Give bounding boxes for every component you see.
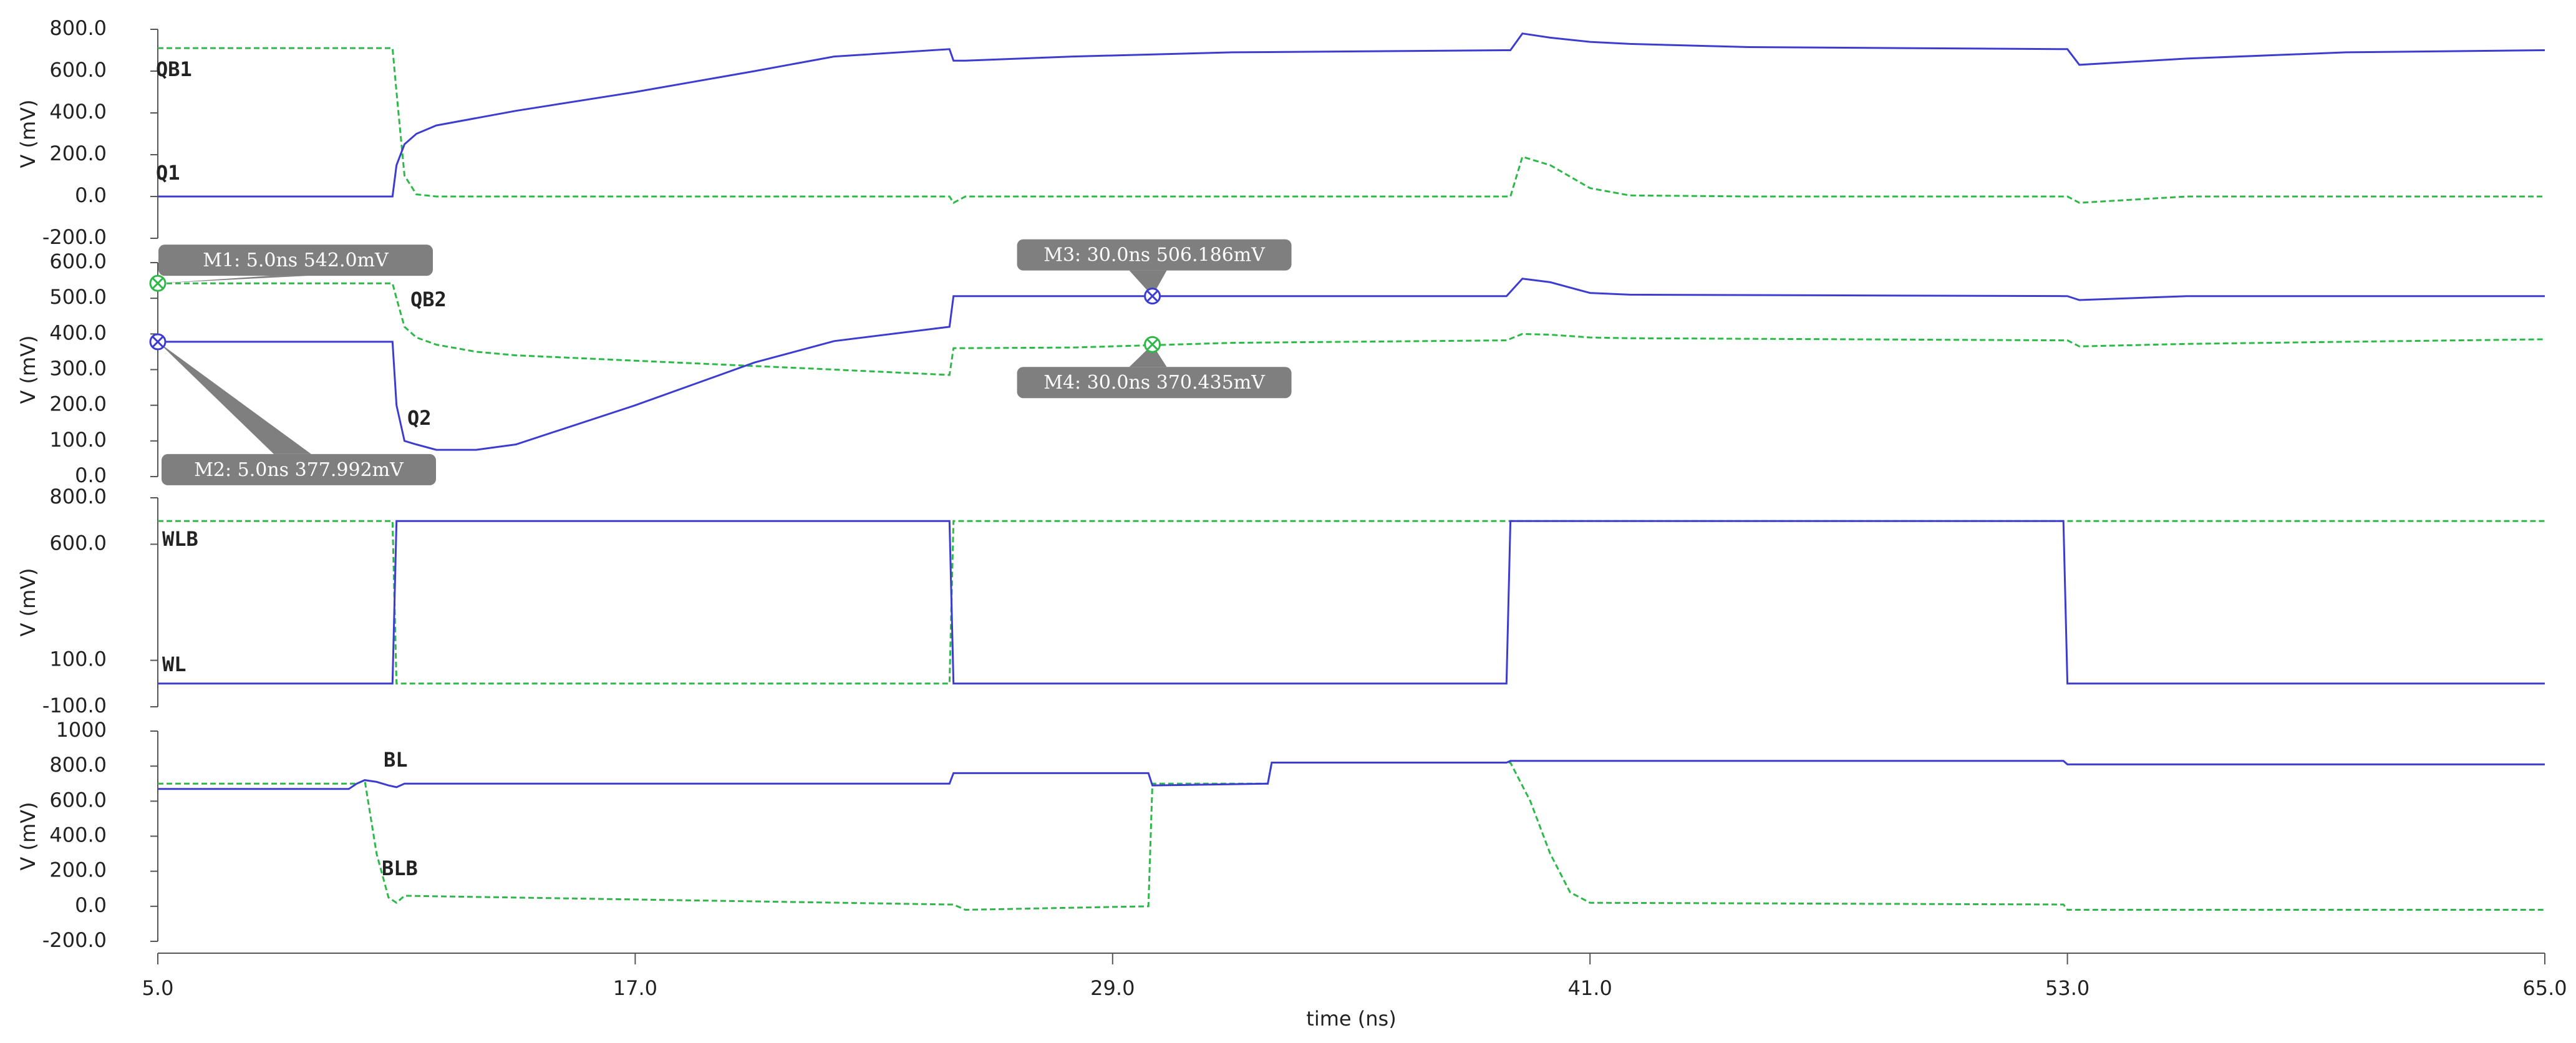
series-line <box>158 762 2545 911</box>
y-axis-label: V (mV) <box>16 335 40 404</box>
marker-cross <box>1146 290 1158 302</box>
series-label: Q2 <box>407 406 432 430</box>
series-label: WLB <box>162 527 198 551</box>
series-line <box>158 32 2545 198</box>
y-tick-label: 0.0 <box>75 463 107 487</box>
y-tick-label: 800.0 <box>49 16 107 40</box>
y-tick-label: 500.0 <box>49 285 107 309</box>
y-tick-label: 600.0 <box>49 531 107 555</box>
marker-cross <box>152 278 164 289</box>
series-label: QB2 <box>410 288 447 311</box>
marker-box <box>1017 367 1292 399</box>
marker-cross <box>1146 339 1158 351</box>
series-line <box>158 520 2545 685</box>
x-tick-label: 41.0 <box>1568 976 1612 1000</box>
y-tick-label: 100.0 <box>49 428 107 452</box>
x-tick-label: 29.0 <box>1090 976 1135 1000</box>
marker-label: M2: 5.0ns 377.992mV <box>194 459 404 481</box>
y-tick-label: 200.0 <box>49 142 107 165</box>
series-line <box>158 47 2545 205</box>
y-axis-label: V (mV) <box>16 99 40 168</box>
y-tick-label: -200.0 <box>42 928 107 952</box>
y-tick-label: 300.0 <box>49 357 107 381</box>
x-tick-label: 5.0 <box>142 976 174 1000</box>
marker-box <box>162 454 436 485</box>
y-tick-label: 100.0 <box>49 648 107 671</box>
y-tick-label: 200.0 <box>49 858 107 882</box>
series-label: QB1 <box>156 57 192 81</box>
y-tick-label: -100.0 <box>42 694 107 717</box>
marker-label: M3: 30.0ns 506.186mV <box>1043 245 1266 266</box>
y-axis-label: V (mV) <box>16 568 40 636</box>
series-label: BL <box>384 748 408 772</box>
x-axis-label: time (ns) <box>1306 1007 1396 1031</box>
y-tick-label: 400.0 <box>49 321 107 344</box>
y-tick-label: 800.0 <box>49 485 107 508</box>
y-tick-label: 800.0 <box>49 753 107 777</box>
series-label: BLB <box>382 856 418 880</box>
y-axis-label: V (mV) <box>16 802 40 870</box>
x-tick-label: 65.0 <box>2522 976 2567 1000</box>
marker-pointer <box>1129 344 1167 367</box>
x-tick-label: 17.0 <box>613 976 657 1000</box>
marker-pointer <box>1129 270 1167 296</box>
y-tick-label: -200.0 <box>42 225 107 249</box>
series-line <box>158 278 2545 451</box>
marker-box <box>1017 239 1292 271</box>
marker-box <box>158 245 433 276</box>
marker-label: M4: 30.0ns 370.435mV <box>1043 372 1266 394</box>
series-line <box>158 760 2545 790</box>
y-tick-label: 600.0 <box>49 788 107 812</box>
marker-pointer <box>158 341 311 454</box>
y-tick-label: 600.0 <box>49 58 107 82</box>
series-label: Q1 <box>156 161 180 185</box>
series-line <box>158 282 2545 376</box>
y-tick-label: 400.0 <box>49 823 107 847</box>
y-tick-label: 400.0 <box>49 100 107 124</box>
series-label: WL <box>162 652 186 676</box>
marker-label: M1: 5.0ns 542.0mV <box>203 250 389 271</box>
y-tick-label: 0.0 <box>75 183 107 207</box>
x-tick-label: 53.0 <box>2045 976 2089 1000</box>
y-tick-label: 0.0 <box>75 893 107 917</box>
marker-cross <box>152 336 164 347</box>
marker-pointer <box>158 276 308 284</box>
y-tick-label: 200.0 <box>49 392 107 416</box>
y-tick-label: 1000 <box>56 718 107 742</box>
y-tick-label: 600.0 <box>49 250 107 273</box>
